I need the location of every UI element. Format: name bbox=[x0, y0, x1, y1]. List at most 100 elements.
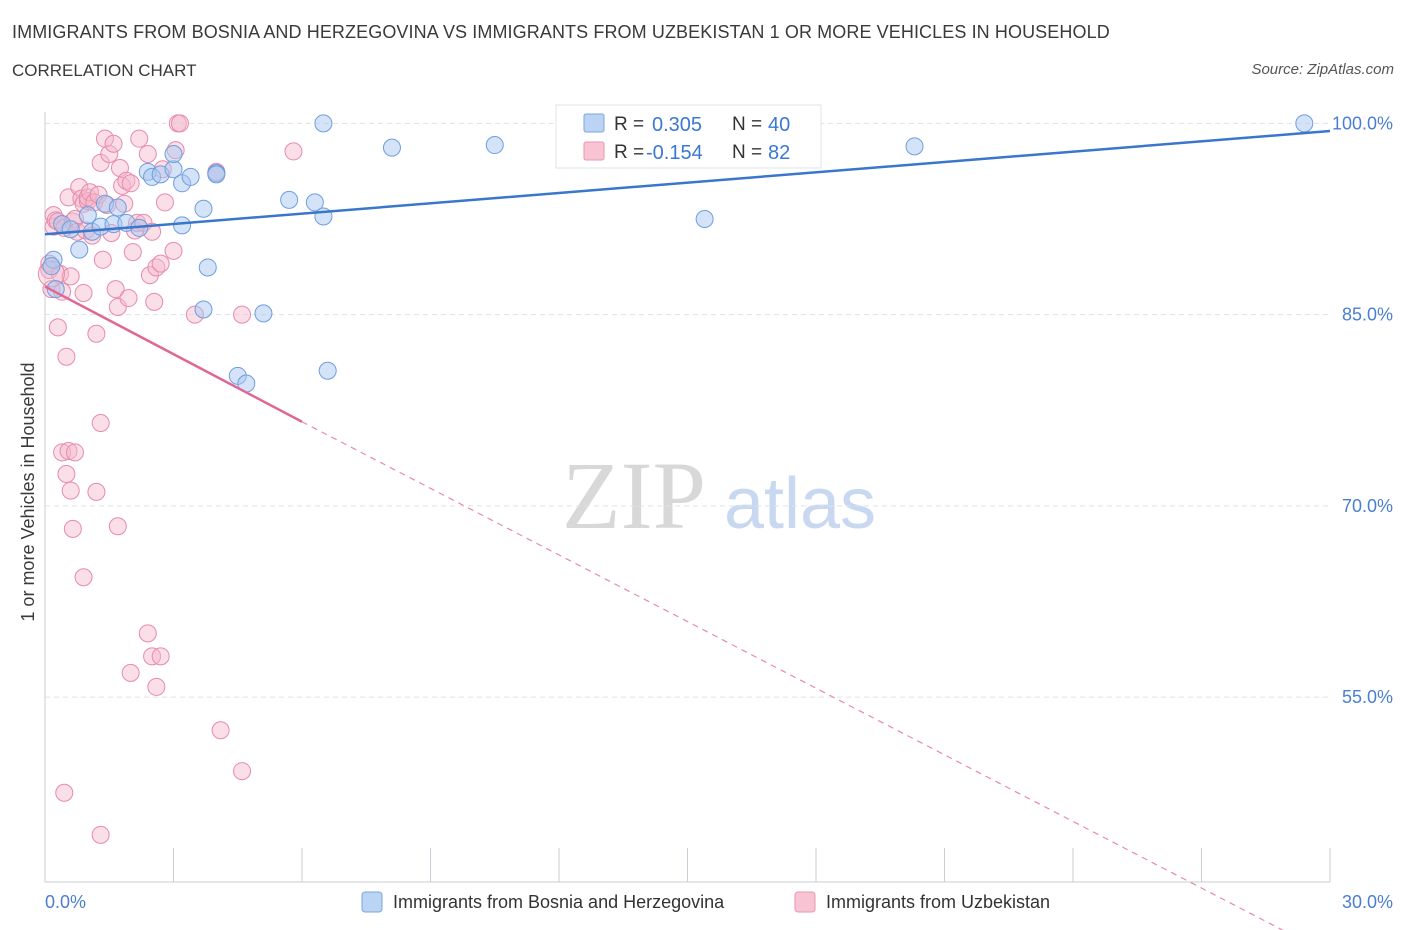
point-uzbekistan-35 bbox=[104, 134, 123, 153]
watermark-zip: ZIP bbox=[562, 442, 706, 549]
point-uzbekistan-83 bbox=[91, 825, 110, 844]
point-bosnia-38 bbox=[42, 257, 61, 276]
point-bosnia-19 bbox=[173, 216, 192, 235]
trend-line-uzbekistan-extension bbox=[301, 421, 1284, 930]
y-tick-label-100: 100.0% bbox=[1332, 113, 1393, 133]
point-bosnia-34 bbox=[485, 136, 504, 155]
point-bosnia-9 bbox=[108, 198, 127, 217]
trend-lines bbox=[44, 129, 1331, 930]
point-uzbekistan-44 bbox=[123, 243, 142, 262]
point-uzbekistan-75 bbox=[121, 663, 140, 682]
point-bosnia-37 bbox=[1295, 114, 1314, 133]
point-uzbekistan-78 bbox=[151, 647, 170, 666]
point-bosnia-28 bbox=[280, 190, 299, 209]
point-uzbekistan-27 bbox=[87, 324, 106, 343]
point-uzbekistan-66 bbox=[57, 465, 76, 483]
point-bosnia-18 bbox=[164, 144, 183, 163]
bottom-legend-label-uzbekistan: Immigrants from Uzbekistan bbox=[826, 892, 1050, 912]
point-uzbekistan-80 bbox=[211, 721, 230, 740]
point-uzbekistan-7 bbox=[48, 318, 67, 337]
point-uzbekistan-37 bbox=[108, 297, 127, 316]
bottom-legend-swatch-bosnia bbox=[361, 891, 383, 913]
point-bosnia-4 bbox=[78, 206, 97, 225]
point-uzbekistan-74 bbox=[108, 517, 127, 536]
point-bosnia-24 bbox=[194, 300, 213, 319]
trend-line-uzbekistan bbox=[44, 285, 303, 423]
point-uzbekistan-60 bbox=[170, 114, 189, 133]
point-uzbekistan-73 bbox=[91, 414, 110, 432]
point-bosnia-2 bbox=[61, 220, 80, 239]
trend-line-bosnia bbox=[44, 129, 1331, 236]
point-uzbekistan-71 bbox=[74, 568, 93, 587]
point-uzbekistan-81 bbox=[233, 762, 252, 781]
series-bosnia-points bbox=[42, 114, 1314, 393]
legend-n-value-uzbekistan: 82 bbox=[768, 142, 790, 164]
point-uzbekistan-65 bbox=[53, 443, 72, 462]
y-axis-label: 1 or more Vehicles in Household bbox=[18, 362, 38, 621]
bottom-legend-swatch-uzbekistan bbox=[794, 891, 816, 913]
point-uzbekistan-67 bbox=[59, 442, 78, 461]
legend-r-value-uzbekistan: -0.154 bbox=[646, 142, 703, 164]
point-bosnia-30 bbox=[314, 114, 333, 133]
series-legend: Immigrants from Bosnia and Herzegovina I… bbox=[361, 891, 1050, 913]
chart-title: IMMIGRANTS FROM BOSNIA AND HERZEGOVINA V… bbox=[12, 22, 1110, 42]
point-uzbekistan-64 bbox=[284, 142, 303, 161]
point-uzbekistan-56 bbox=[155, 193, 174, 212]
point-uzbekistan-63 bbox=[233, 305, 252, 324]
point-uzbekistan-50 bbox=[140, 266, 159, 285]
point-uzbekistan-52 bbox=[145, 292, 164, 311]
point-bosnia-23 bbox=[207, 165, 226, 184]
point-uzbekistan-13 bbox=[61, 267, 80, 286]
legend-n-label-uzbekistan: N = bbox=[732, 142, 762, 163]
legend-swatch-uzbekistan bbox=[583, 141, 605, 161]
point-uzbekistan-33 bbox=[100, 144, 119, 163]
legend-r-label-bosnia: R = bbox=[614, 114, 644, 135]
point-uzbekistan-47 bbox=[130, 129, 149, 148]
watermark-atlas: atlas bbox=[724, 464, 876, 544]
point-uzbekistan-30 bbox=[93, 250, 112, 269]
point-uzbekistan-72 bbox=[87, 482, 106, 501]
bottom-legend-label-bosnia: Immigrants from Bosnia and Herzegovina bbox=[393, 892, 725, 912]
legend-n-label-bosnia: N = bbox=[732, 114, 762, 135]
point-uzbekistan-79 bbox=[147, 677, 166, 696]
point-bosnia-29 bbox=[305, 193, 324, 212]
y-tick-labels: 55.0% 70.0% 85.0% 100.0% bbox=[1332, 113, 1393, 707]
point-uzbekistan-57 bbox=[164, 241, 183, 260]
point-bosnia-36 bbox=[905, 137, 924, 156]
x-tick-label-max: 30.0% bbox=[1342, 892, 1393, 912]
point-uzbekistan-42 bbox=[119, 289, 138, 308]
point-uzbekistan-20 bbox=[74, 283, 93, 302]
legend-r-value-bosnia: 0.305 bbox=[652, 114, 702, 136]
point-uzbekistan-11 bbox=[57, 347, 76, 366]
legend-n-value-bosnia: 40 bbox=[768, 114, 790, 136]
axes bbox=[44, 112, 1331, 883]
source-label: Source: ZipAtlas.com bbox=[1251, 61, 1394, 78]
point-bosnia-17 bbox=[181, 167, 200, 186]
legend-r-label-uzbekistan: R = bbox=[614, 142, 644, 163]
point-bosnia-32 bbox=[318, 361, 337, 380]
point-bosnia-20 bbox=[194, 199, 213, 218]
point-bosnia-35 bbox=[695, 210, 714, 228]
point-bosnia-3 bbox=[70, 240, 89, 259]
stats-legend: R = 0.305 N = 40 R = -0.154 N = 82 bbox=[555, 104, 822, 169]
chart-subtitle: CORRELATION CHART bbox=[12, 61, 197, 80]
y-tick-label-55: 55.0% bbox=[1342, 687, 1393, 707]
y-tick-label-85: 85.0% bbox=[1342, 305, 1393, 325]
point-bosnia-33 bbox=[382, 138, 401, 157]
grid-lines bbox=[45, 122, 1330, 698]
point-uzbekistan-82 bbox=[55, 783, 74, 802]
legend-swatch-bosnia bbox=[583, 113, 605, 133]
point-uzbekistan-54 bbox=[151, 254, 170, 273]
point-uzbekistan-43 bbox=[121, 174, 140, 193]
point-uzbekistan-76 bbox=[138, 624, 157, 643]
y-tick-label-70: 70.0% bbox=[1342, 496, 1393, 516]
x-tick-label-min: 0.0% bbox=[45, 892, 86, 912]
point-uzbekistan-36 bbox=[106, 280, 125, 299]
point-uzbekistan-70 bbox=[65, 443, 84, 462]
point-bosnia-21 bbox=[198, 258, 217, 277]
point-uzbekistan-49 bbox=[138, 144, 157, 163]
point-uzbekistan-68 bbox=[61, 481, 80, 500]
point-uzbekistan-69 bbox=[63, 519, 82, 538]
point-bosnia-27 bbox=[254, 304, 273, 323]
